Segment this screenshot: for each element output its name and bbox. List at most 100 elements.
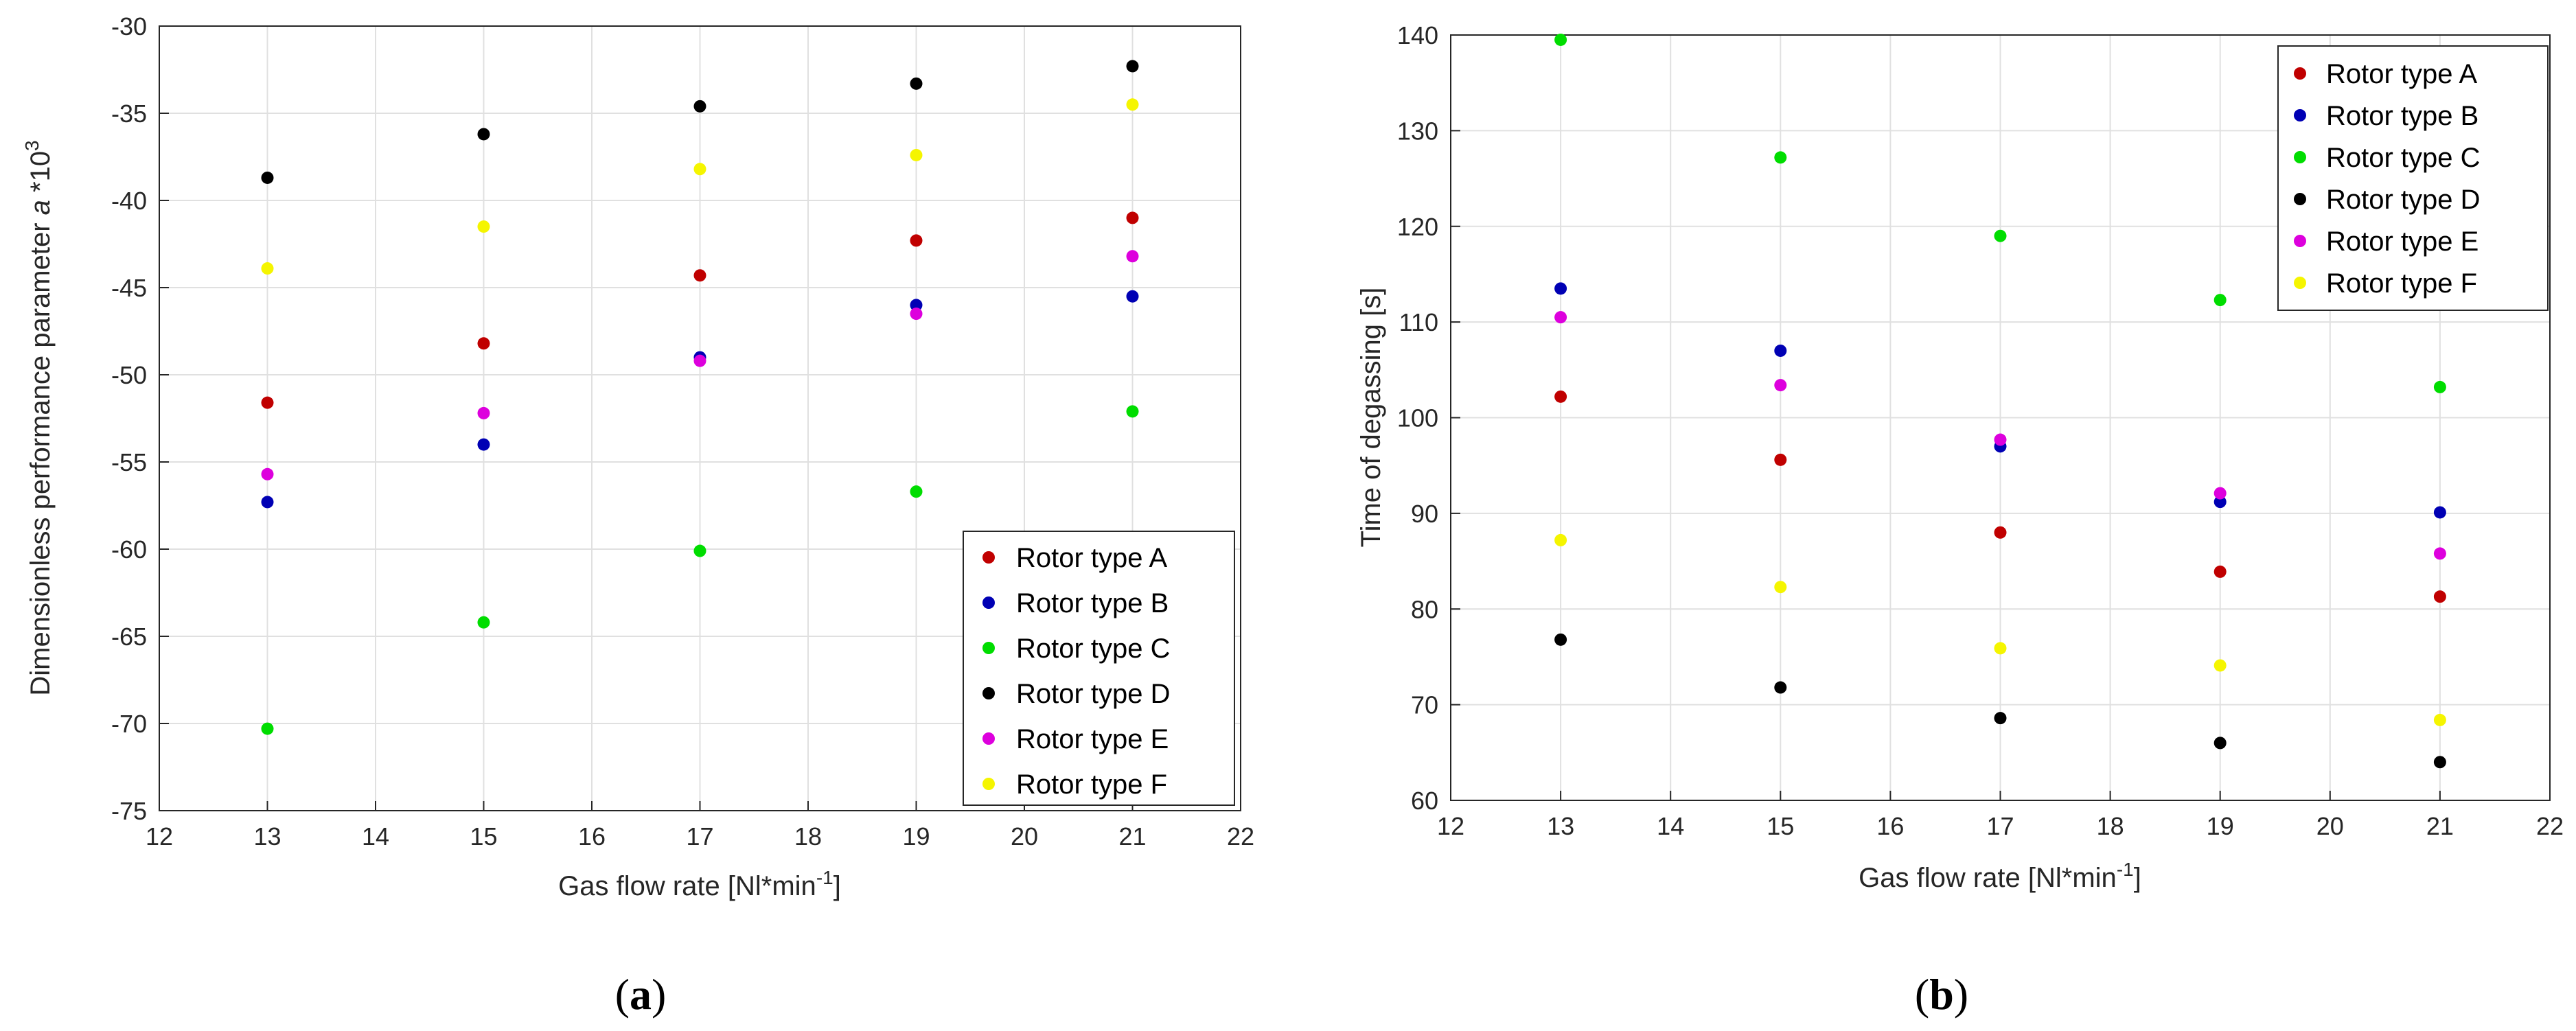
x-tick-label: 22 [2536,812,2564,840]
data-point-rotor-type-f [1994,642,2007,655]
x-tick-label: 12 [1437,812,1464,840]
y-tick-label: -50 [111,361,147,389]
legend-marker [2294,277,2306,289]
data-point-rotor-type-a [693,269,706,282]
x-tick-label: 14 [1657,812,1684,840]
data-point-rotor-type-c [477,616,490,629]
y-tick-labels-b: 60 70 80 90 100 110 120 130 140 [1397,21,1438,815]
y-tick-label: 80 [1411,595,1438,623]
x-tick-label: 15 [1767,812,1794,840]
legend-label: Rotor type F [1016,769,1167,800]
x-tick-label: 21 [2426,812,2454,840]
x-tick-label: 19 [2207,812,2234,840]
legend-marker [2294,151,2306,163]
data-point-rotor-type-a [261,396,274,409]
legend-a: Rotor type A Rotor type B Rotor type C Roto… [963,531,1235,806]
y-tick-label: 110 [1399,308,1438,336]
legend-label: Rotor type E [1016,724,1169,754]
x-tick-label: 17 [686,822,713,850]
data-point-rotor-type-e [1126,250,1139,263]
x-tick-label: 20 [1011,822,1038,850]
data-point-rotor-type-f [910,148,923,161]
data-point-rotor-type-a [1994,526,2007,539]
x-tick-label: 17 [1986,812,2014,840]
y-axis-label-b: Time of degassing [s] [1356,288,1386,548]
x-tick-label: 20 [2316,812,2344,840]
data-point-rotor-type-b [1554,282,1567,295]
legend-label: Rotor type B [1016,588,1169,618]
panel-caption-b: (b) [1915,970,1968,1019]
data-point-rotor-type-a [910,234,923,247]
legend-box-a [963,531,1235,806]
data-point-rotor-type-e [2213,487,2227,500]
data-point-rotor-type-e [910,308,923,321]
x-tick-label: 18 [2097,812,2124,840]
legend-box-b [2277,45,2549,311]
data-point-rotor-type-f [1774,581,1787,594]
data-point-rotor-type-b [477,438,490,451]
data-point-rotor-type-d [477,128,490,141]
y-tick-label: -60 [111,535,147,564]
data-point-rotor-type-e [1994,433,2007,446]
scatter-points-a [261,60,1139,735]
data-point-rotor-type-b [2213,496,2227,509]
data-point-rotor-type-c [910,485,923,498]
data-point-rotor-type-f [2433,713,2446,726]
legend-label: Rotor type A [2326,59,2477,89]
y-tick-label: -70 [111,710,147,738]
data-point-rotor-type-f [693,163,706,176]
data-point-rotor-type-d [2433,756,2446,769]
data-point-rotor-type-d [693,100,706,113]
data-point-rotor-type-c [1126,405,1139,418]
axes-box-a [159,25,1241,811]
legend-marker [2294,67,2306,80]
data-point-rotor-type-e [477,406,490,419]
data-point-rotor-type-a [477,337,490,350]
legend-label: Rotor type D [1016,679,1171,709]
data-point-rotor-type-d [1554,633,1567,646]
y-axis-label-a: Dimensionless performance parameter a *1… [21,140,56,695]
data-point-rotor-type-d [261,171,274,184]
x-tick-label: 12 [146,822,173,850]
x-tick-label: 21 [1118,822,1146,850]
y-tick-label: 90 [1411,500,1438,528]
x-tick-label: 16 [1876,812,1904,840]
data-point-rotor-type-b [1126,290,1139,303]
data-point-rotor-type-a [1554,390,1567,403]
data-point-rotor-type-d [2213,737,2227,750]
legend-marker [982,732,995,745]
panel-caption-a: (a) [615,970,667,1019]
data-point-rotor-type-a [1774,453,1787,466]
legend-marker [982,687,995,699]
x-tick-label: 18 [794,822,822,850]
x-tick-label: 15 [470,822,497,850]
data-point-rotor-type-d [1126,60,1139,73]
legend-label: Rotor type C [2326,143,2481,173]
y-tick-label: -75 [111,797,147,825]
x-tick-label: 22 [1227,822,1254,850]
y-tick-label: -35 [111,100,147,128]
y-tick-label: 70 [1411,691,1438,719]
data-point-rotor-type-d [910,77,923,90]
legend-marker [2294,109,2306,121]
data-point-rotor-type-f [1554,533,1567,546]
y-tick-label: 100 [1397,404,1438,432]
chart-panel-b: 12 13 14 15 16 17 18 19 20 21 22 60 70 80 90 100 110 120… [1356,21,2564,1019]
legend-label: Rotor type D [2326,185,2481,215]
y-tick-label: 130 [1397,117,1438,145]
data-point-rotor-type-c [1994,229,2007,242]
scatter-points-b [1554,33,2446,769]
x-tick-label: 14 [362,822,389,850]
legend-marker [982,642,995,654]
data-point-rotor-type-c [261,722,274,735]
legend-marker [982,596,995,609]
data-point-rotor-type-c [693,544,706,557]
legend-marker [982,778,995,790]
y-tick-label: 60 [1411,787,1438,815]
data-point-rotor-type-c [1554,33,1567,46]
data-point-rotor-type-e [2433,547,2446,560]
legend-label: Rotor type A [1016,543,1167,573]
legend-label: Rotor type E [2326,227,2479,257]
y-tick-label: -55 [111,448,147,476]
